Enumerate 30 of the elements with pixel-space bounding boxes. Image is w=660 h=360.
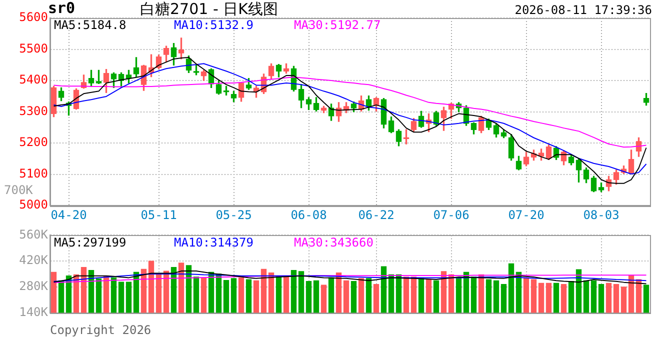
text: sr0 (48, 0, 76, 17)
text: Copyright 2026 (50, 323, 152, 337)
y-tick-label: 5100 (19, 166, 48, 180)
x-tick-label: 05-11 (140, 208, 177, 222)
x-tick-label: 06-22 (358, 208, 394, 222)
text: MA5:5184.8 (54, 18, 126, 32)
y-tick-label: 5000 (19, 198, 48, 212)
text: MA30:343660 (294, 235, 374, 250)
text: 2026-08-11 17:39:36 (514, 3, 652, 17)
text: MA5:297199 (54, 235, 126, 250)
x-tick-label: 05-25 (216, 208, 252, 222)
text: 700K (4, 183, 33, 197)
text: MA10:314379 (174, 235, 254, 250)
y-tick-label: 5300 (19, 104, 48, 118)
y-tick-label: 5500 (19, 41, 48, 56)
y-tick-label: 420K (19, 253, 49, 268)
y-tick-label: 140K (19, 304, 49, 319)
y-tick-label: 560K (19, 227, 49, 242)
chart-title: 白糖2701 - 日K线图 (140, 0, 278, 18)
y-tick-label: 5600 (19, 10, 48, 24)
y-tick-label: 5200 (19, 135, 48, 150)
x-tick-label: 07-06 (433, 208, 470, 222)
text: MA10:5132.9 (174, 18, 254, 32)
x-tick-label: 06-08 (290, 208, 327, 222)
y-tick-label: 280K (19, 279, 49, 294)
text: MA30:5192.77 (294, 18, 381, 32)
x-tick-label: 04-20 (50, 208, 87, 222)
y-tick-label: 5400 (19, 72, 48, 87)
x-tick-label: 07-20 (508, 208, 544, 222)
x-tick-label: 08-03 (583, 208, 620, 222)
